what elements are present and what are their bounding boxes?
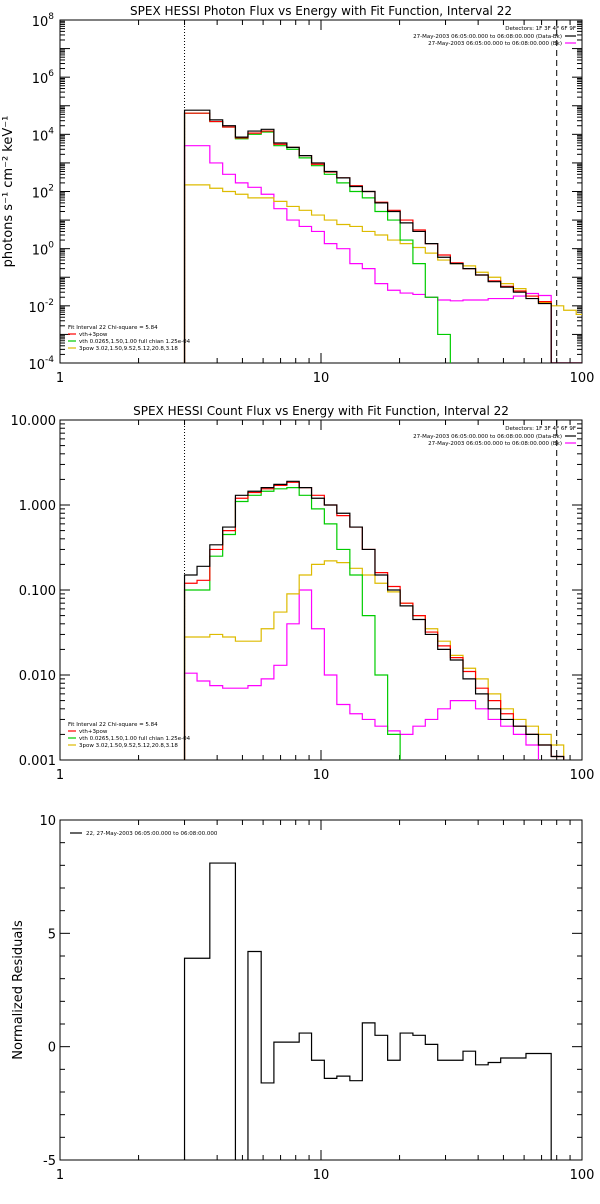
series-group xyxy=(183,480,565,760)
time-legend-entry: 27-May-2003 06:05:00.000 to 06:08:00.000… xyxy=(413,34,562,40)
y-tick-label: 102 xyxy=(32,184,54,202)
y-tick-label: 104 xyxy=(32,126,55,144)
x-tick-label: 1 xyxy=(56,1168,64,1183)
fit-legend: Fit Interval 22 Chi-square = 5.84vth+3po… xyxy=(68,325,191,352)
series-vth-3pow xyxy=(183,481,565,760)
series-22 xyxy=(183,862,552,1160)
series-group xyxy=(183,862,552,1160)
y-tick-label: 0.010 xyxy=(19,669,56,684)
series-vth xyxy=(183,112,451,363)
y-axis: -5 0 5 10 xyxy=(39,814,582,1169)
series-data-bk xyxy=(183,109,582,363)
y-tick-label: 0.001 xyxy=(19,754,56,769)
y-tick-label: 108 xyxy=(32,12,55,30)
chart-2: SPEX HESSI Count Flux vs Energy with Fit… xyxy=(11,404,595,783)
fit-legend-title: Fit Interval 22 Chi-square = 5.84 xyxy=(68,722,158,728)
y-tick-base: 10 xyxy=(32,244,49,259)
y-tick-base: 10 xyxy=(28,301,45,316)
y-axis: 0.001 0.010 0.100 1.000 10.000 xyxy=(11,414,582,769)
x-tick-label: 1 xyxy=(56,768,64,783)
plot-frame xyxy=(59,819,583,1161)
series-vth-3pow xyxy=(183,112,582,363)
x-tick-label: 10 xyxy=(313,768,330,783)
x-axis: 1 10 100 xyxy=(56,20,595,386)
series-group xyxy=(183,109,582,363)
y-tick-label: 10-4 xyxy=(28,355,54,373)
y-tick-base: 10 xyxy=(32,187,49,202)
y-tick-base: 10 xyxy=(32,15,49,30)
series-vth xyxy=(183,487,401,760)
x-axis: 1 10 100 xyxy=(56,820,595,1183)
y-tick-label: 10-2 xyxy=(28,298,54,316)
y-tick-base: 10 xyxy=(32,72,49,87)
time-legend-entry: 27-May-2003 06:05:00.000 to 06:08:00.000… xyxy=(413,434,562,440)
y-tick-exponent: 0 xyxy=(48,241,54,251)
chart-1: SPEX HESSI Photon Flux vs Energy with Fi… xyxy=(1,4,594,386)
time-legend: Detectors: 1F 3F 4F 6F 9F 27-May-2003 06:… xyxy=(413,26,576,47)
x-tick-label: 1 xyxy=(56,371,64,386)
y-tick-exponent: 6 xyxy=(48,69,54,79)
y-tick-label: 10.000 xyxy=(11,414,57,429)
residual-legend: 22, 27-May-2003 06:05:00.000 to 06:08:00… xyxy=(70,831,218,837)
y-tick-exponent: -4 xyxy=(45,355,54,365)
y-tick-base: 10 xyxy=(28,358,45,373)
x-tick-label: 10 xyxy=(313,371,330,386)
chart-title: SPEX HESSI Count Flux vs Energy with Fit… xyxy=(133,404,509,418)
y-tick-label: -5 xyxy=(43,1154,56,1169)
y-tick-base: 10 xyxy=(32,129,49,144)
series-bk xyxy=(183,589,540,760)
fit-legend: Fit Interval 22 Chi-square = 5.84vth+3po… xyxy=(68,722,191,749)
plot-frame xyxy=(59,19,583,364)
series-data-bk xyxy=(183,480,565,760)
series-3pow xyxy=(183,560,565,760)
y-tick-label: 106 xyxy=(32,69,55,87)
y-tick-exponent: -2 xyxy=(45,298,54,308)
y-tick-label: 0 xyxy=(48,1041,56,1056)
y-tick-label: 1.000 xyxy=(19,499,56,514)
detectors-label: Detectors: 1F 3F 4F 6F 9F xyxy=(505,426,576,432)
x-tick-label: 100 xyxy=(570,371,595,386)
time-legend: Detectors: 1F 3F 4F 6F 9F 27-May-2003 06:… xyxy=(413,426,576,447)
time-legend-entry: 27-May-2003 06:05:00.000 to 06:08:00.000… xyxy=(428,41,562,47)
y-tick-label: 10 xyxy=(39,814,56,829)
y-tick-exponent: 4 xyxy=(48,126,54,136)
y-tick-label: 100 xyxy=(32,241,55,259)
fit-legend-entry: vth+3pow xyxy=(79,332,108,338)
fit-legend-entry: vth 0.0265,1.50,1.00 full chian 1.25e-04 xyxy=(79,339,191,345)
y-tick-label: 5 xyxy=(48,927,56,942)
residual-legend-entry: 22, 27-May-2003 06:05:00.000 to 06:08:00… xyxy=(86,831,218,837)
y-tick-exponent: 8 xyxy=(48,12,54,22)
x-tick-label: 100 xyxy=(570,768,595,783)
y-tick-label: 0.100 xyxy=(19,584,56,599)
y-axis-label: Normalized Residuals xyxy=(11,920,26,1060)
time-legend-entry: 27-May-2003 06:05:00.000 to 06:08:00.000… xyxy=(428,441,562,447)
series-bk xyxy=(183,145,582,363)
y-axis-label: photons s⁻¹ cm⁻² keV⁻¹ xyxy=(1,116,16,268)
detectors-label: Detectors: 1F 3F 4F 6F 9F xyxy=(505,26,576,32)
fit-legend-title: Fit Interval 22 Chi-square = 5.84 xyxy=(68,325,158,331)
x-tick-label: 10 xyxy=(313,1168,330,1183)
fit-legend-entry: vth 0.0265,1.50,1.00 full chian 1.25e-04 xyxy=(79,736,191,742)
fit-legend-entry: vth+3pow xyxy=(79,729,108,735)
x-axis: 1 10 100 xyxy=(56,420,595,783)
chart-3: 1 10 100 -5 0 5 10 Normalized Residuals 22, 27-M… xyxy=(11,814,594,1183)
x-tick-label: 100 xyxy=(570,1168,595,1183)
fit-legend-entry: 3pow 3.02,1.50,9.52,5.12,20.8,3.18 xyxy=(79,743,178,749)
chart-title: SPEX HESSI Photon Flux vs Energy with Fi… xyxy=(130,4,512,18)
y-tick-exponent: 2 xyxy=(48,184,54,194)
fit-legend-entry: 3pow 3.02,1.50,9.52,5.12,20.8,3.18 xyxy=(79,346,178,352)
